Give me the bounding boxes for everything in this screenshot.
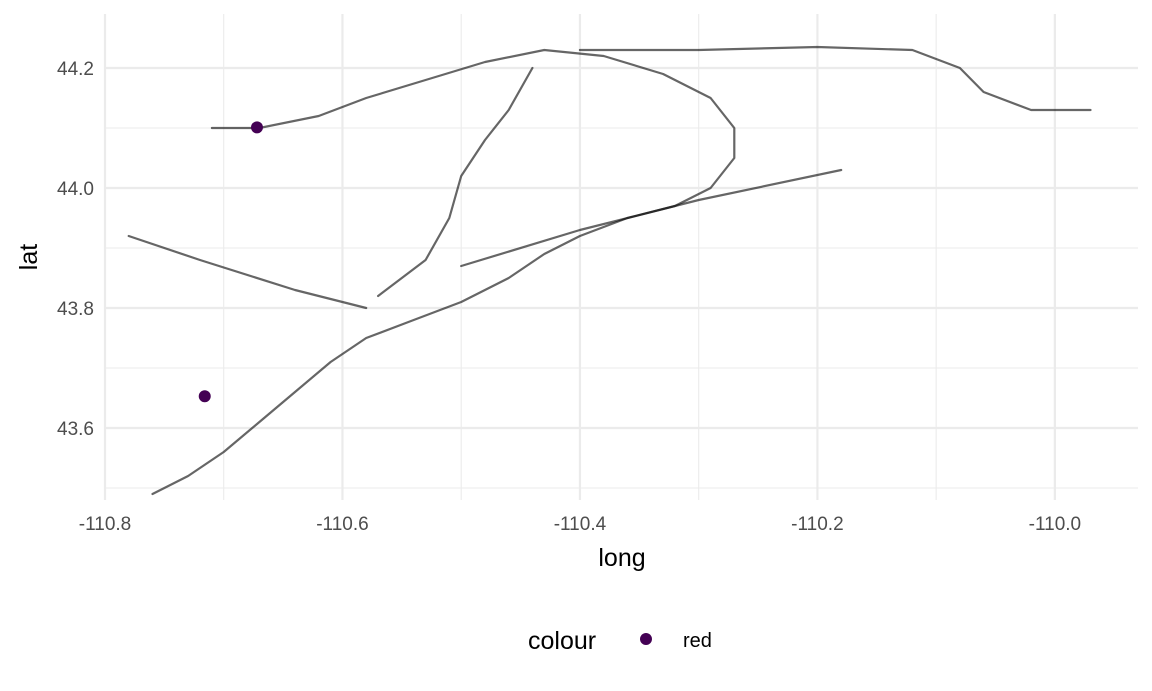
track-line <box>578 45 1092 112</box>
y-tick-label: 44.0 <box>57 179 94 200</box>
tracks <box>127 45 1092 496</box>
legend: colour red <box>528 627 712 655</box>
points <box>198 121 263 403</box>
x-tick-labels: -110.8 -110.6 -110.4 -110.2 -110.0 <box>79 514 1081 535</box>
data-point <box>198 390 211 403</box>
y-tick-labels: 43.6 43.8 44.0 44.2 <box>57 59 94 440</box>
x-tick-label: -110.6 <box>316 514 368 535</box>
legend-label-red: red <box>683 630 712 652</box>
x-tick-label: -110.8 <box>79 514 131 535</box>
y-tick-label: 43.8 <box>57 299 94 320</box>
y-axis-title: lat <box>15 244 43 270</box>
track-line <box>377 66 534 298</box>
track-line <box>127 234 368 310</box>
grid <box>103 14 1138 500</box>
y-tick-label: 43.6 <box>57 419 94 440</box>
x-axis-title: long <box>598 544 645 572</box>
y-tick-label: 44.2 <box>57 59 94 80</box>
legend-key-red <box>640 633 652 645</box>
track-line <box>460 168 843 268</box>
x-tick-label: -110.2 <box>791 514 843 535</box>
data-point <box>250 121 263 134</box>
x-tick-label: -110.4 <box>554 514 607 535</box>
x-tick-label: -110.0 <box>1029 514 1081 535</box>
legend-title: colour <box>528 627 596 655</box>
